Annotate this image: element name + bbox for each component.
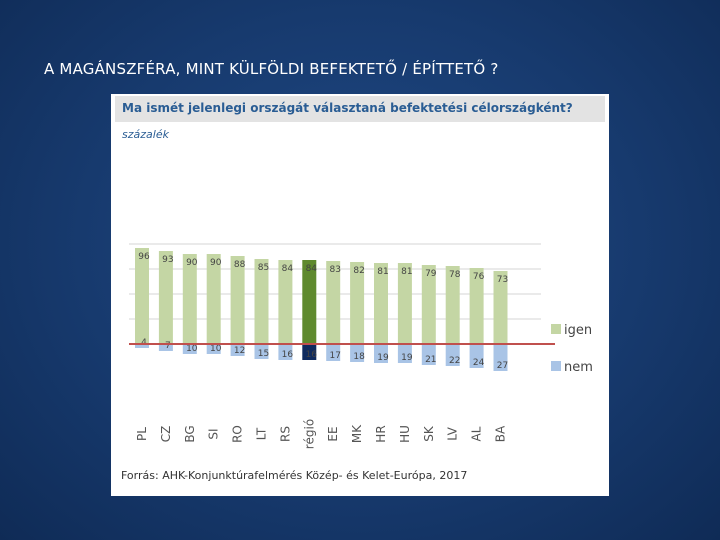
data-label-igen: 93 xyxy=(162,255,173,265)
data-label-igen: 83 xyxy=(329,265,340,275)
chart-panel: Ma ismét jelenlegi országát választaná b… xyxy=(111,94,609,496)
bar-nem xyxy=(278,344,293,360)
chart-title: Ma ismét jelenlegi országát választaná b… xyxy=(122,101,573,115)
category-label: HR xyxy=(374,425,388,442)
chart-subtitle: százalék xyxy=(122,128,169,141)
bar-nem xyxy=(374,344,388,363)
category-label: régió xyxy=(302,419,316,449)
bar-igen xyxy=(135,248,149,344)
data-label-nem: 16 xyxy=(306,350,318,360)
bar-nem xyxy=(469,344,484,368)
bar-igen xyxy=(206,254,221,344)
bar-igen xyxy=(326,261,341,344)
bar-igen xyxy=(421,265,436,344)
bar-igen xyxy=(158,251,173,344)
data-label-igen: 85 xyxy=(258,263,269,273)
bar-nem xyxy=(350,344,365,362)
data-label-nem: 15 xyxy=(258,349,269,359)
slide-title: A MAGÁNSZFÉRA, MINT KÜLFÖLDI BEFEKTETŐ /… xyxy=(44,60,499,78)
data-label-igen: 81 xyxy=(401,267,412,277)
bar-nem xyxy=(493,344,508,371)
bar-igen xyxy=(469,268,484,344)
bar-nem xyxy=(397,344,412,363)
bar-nem xyxy=(302,344,317,360)
data-label-igen: 96 xyxy=(138,252,150,262)
legend-swatch-igen xyxy=(551,324,561,334)
bar-nem xyxy=(230,344,245,356)
bar-nem xyxy=(206,344,221,354)
legend-label-nem: nem xyxy=(564,360,593,375)
bar-chart: 964PL937CZ9010BG9010SI8812RO8515LT8416RS… xyxy=(129,243,593,449)
data-label-igen: 76 xyxy=(473,272,485,282)
bar-igen xyxy=(374,263,388,344)
data-label-igen: 90 xyxy=(210,258,222,268)
data-label-igen: 82 xyxy=(353,266,364,276)
legend-label-igen: igen xyxy=(564,323,592,338)
data-label-nem: 16 xyxy=(282,350,294,360)
data-label-nem: 19 xyxy=(401,353,413,363)
category-label: EE xyxy=(326,426,340,441)
bar-igen xyxy=(182,254,197,344)
data-label-nem: 18 xyxy=(353,352,365,362)
bar-igen xyxy=(350,262,365,344)
bar-igen xyxy=(397,263,412,344)
bar-nem xyxy=(182,344,197,354)
data-label-igen: 81 xyxy=(377,267,388,277)
bar-nem xyxy=(135,344,149,348)
category-label: CZ xyxy=(159,426,173,443)
bar-nem xyxy=(445,344,460,366)
data-label-igen: 79 xyxy=(425,269,437,279)
category-label: LT xyxy=(255,427,269,440)
category-label: BA xyxy=(494,425,508,442)
category-label: LV xyxy=(446,426,460,440)
category-label: RS xyxy=(278,426,292,442)
data-label-nem: 19 xyxy=(377,353,389,363)
category-label: SI xyxy=(207,428,221,439)
bar-nem xyxy=(158,344,173,351)
data-label-nem: 21 xyxy=(425,355,436,365)
bar-igen xyxy=(254,259,269,344)
bar-igen xyxy=(230,256,245,344)
chart-header: Ma ismét jelenlegi országát választaná b… xyxy=(115,96,605,122)
category-label: SK xyxy=(422,425,436,442)
data-label-nem: 10 xyxy=(210,344,222,354)
category-label: AL xyxy=(470,426,484,441)
bar-igen xyxy=(278,260,293,344)
chart-source: Forrás: AHK-Konjunktúrafelmérés Közép- é… xyxy=(121,469,468,482)
data-label-nem: 27 xyxy=(497,361,508,371)
data-label-igen: 88 xyxy=(234,260,246,270)
data-label-igen: 90 xyxy=(186,258,198,268)
data-label-nem: 10 xyxy=(186,344,198,354)
legend-swatch-nem xyxy=(551,361,561,371)
category-label: RO xyxy=(231,425,245,443)
category-label: MK xyxy=(350,424,364,443)
bar-nem xyxy=(421,344,436,365)
data-label-igen: 84 xyxy=(306,264,318,274)
category-label: BG xyxy=(183,425,197,442)
data-label-nem: 12 xyxy=(234,346,245,356)
category-label: HU xyxy=(398,425,412,443)
data-label-nem: 24 xyxy=(473,358,485,368)
category-label: PL xyxy=(135,427,149,441)
bar-nem xyxy=(326,344,341,361)
bar-igen xyxy=(302,260,317,344)
bar-igen xyxy=(445,266,460,344)
bar-nem xyxy=(254,344,269,359)
data-label-igen: 84 xyxy=(282,264,294,274)
bar-igen xyxy=(493,271,508,344)
data-label-nem: 7 xyxy=(165,341,171,351)
data-label-igen: 78 xyxy=(449,270,461,280)
data-label-nem: 17 xyxy=(329,351,340,361)
data-label-igen: 73 xyxy=(497,275,508,285)
data-label-nem: 22 xyxy=(449,356,460,366)
